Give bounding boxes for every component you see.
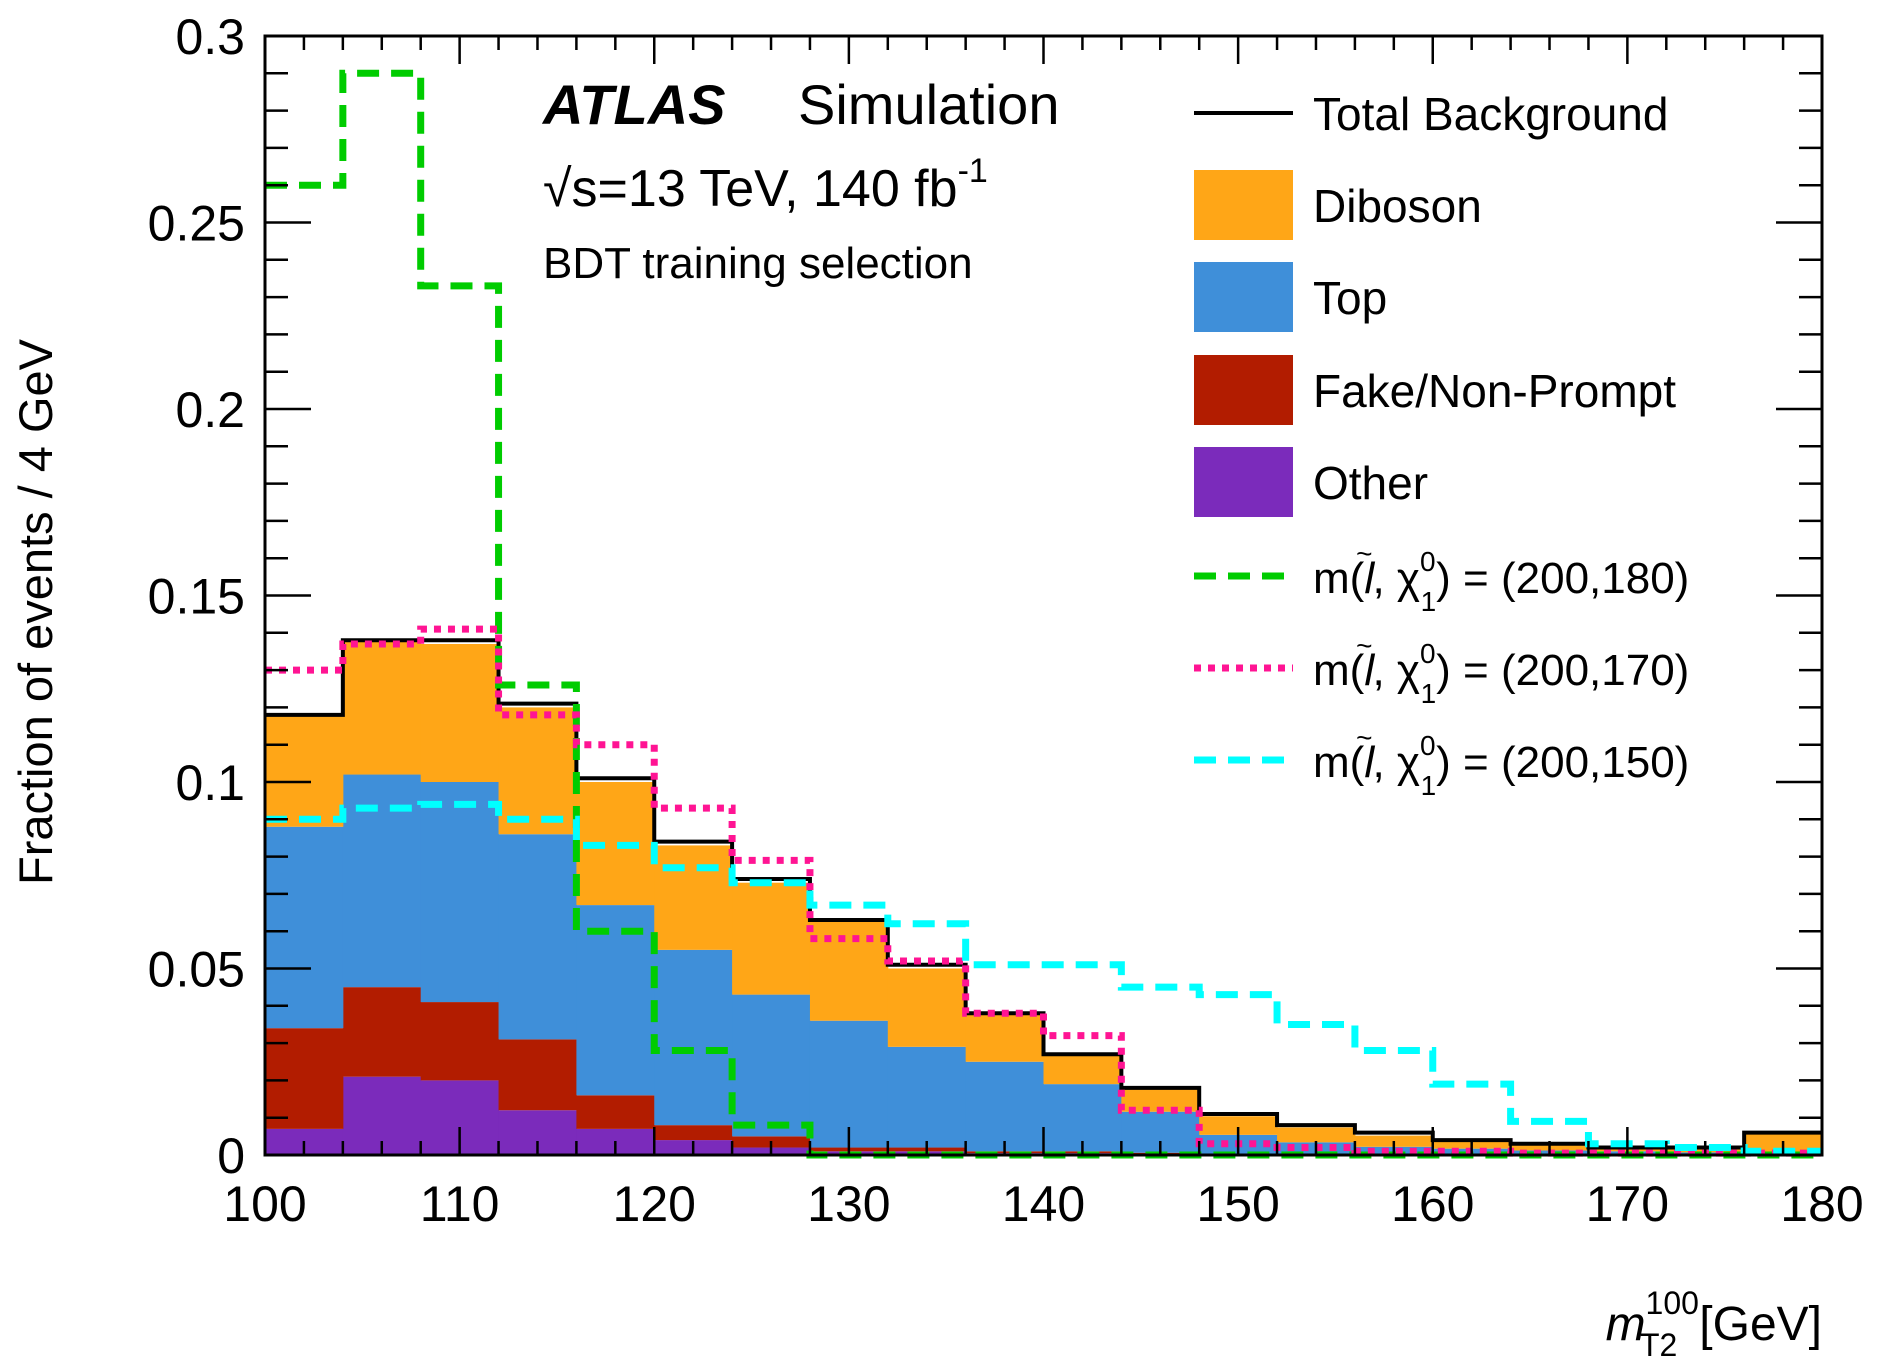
bar [420,643,500,782]
signal-path-2 [265,800,1822,1155]
bar [965,1061,1044,1152]
bar [965,1013,1044,1062]
energy-lumi: √s=13 TeV, 140 fb-1 [543,152,988,218]
x-axis-superscript: 100 [1646,1285,1699,1321]
bar [420,1002,500,1081]
y-tick-labels: 0 0.05 0.1 0.15 0.2 0.25 0.3 [148,9,245,1184]
legend-swatch-fake-non-prompt [1194,355,1293,425]
stack-top [265,774,1823,1155]
legend-swatch-top [1194,262,1293,332]
x-tick-label: 110 [420,1176,500,1232]
y-tick-label: 0.3 [175,9,245,65]
bar [498,834,577,1040]
legend-label-fake-non-prompt: Fake/Non-Prompt [1313,365,1676,417]
bar [654,1125,733,1141]
legend-label-signal-2: m(l~, χ0 1) = (200,150) [1313,722,1689,801]
bar [654,845,733,950]
y-tick-label: 0.1 [175,755,245,811]
x-tick-labels: 100 110 120 130 140 150 160 170 180 [223,1176,1863,1232]
bar [732,882,811,995]
x-axis-subscript: T2 [1640,1327,1677,1358]
legend-label-signal-1: m(l~, χ0 1) = (200,170) [1313,630,1689,709]
x-tick-label: 100 [223,1176,306,1232]
x-tick-label: 150 [1196,1176,1279,1232]
bar [265,826,344,1029]
bar [1277,1127,1356,1143]
bar [887,968,967,1047]
y-tick-label: 0.25 [148,196,245,252]
stack-diboson [265,640,1823,1153]
legend-swatch-other [1194,447,1293,517]
bar [342,987,422,1077]
bar [420,782,500,1003]
x-tick-label: 180 [1780,1176,1863,1232]
x-tick-label: 120 [613,1176,696,1232]
x-axis-unit: [GeV] [1699,1298,1822,1351]
y-tick-label: 0.15 [148,569,245,625]
bar [1199,1116,1278,1135]
bar [732,994,811,1137]
atlas-experiment: ATLAS [541,73,726,136]
legend-label-signal-0: m(l~, χ0 1) = (200,180) [1313,538,1689,617]
atlas-simulation: Simulation [798,73,1059,136]
x-tick-label: 140 [1002,1176,1085,1232]
bar [498,707,577,835]
bar [576,1095,655,1129]
y-tick-label: 0.2 [175,382,245,438]
x-axis-label: m100 T2 [GeV] [1606,1285,1822,1358]
x-tick-label: 170 [1586,1176,1669,1232]
bar [1043,1054,1122,1085]
bar [265,714,344,827]
y-tick-label: 0 [217,1128,245,1184]
atlas-label: ATLAS Simulation √s=13 TeV, 140 fb-1 BDT… [541,73,1059,288]
bar [1043,1084,1122,1152]
bar [654,949,733,1126]
stacked-histogram [265,640,1823,1155]
bar [809,920,889,1021]
x-tick-label: 160 [1391,1176,1474,1232]
bar [887,1046,967,1148]
y-tick-label: 0.05 [148,942,245,998]
legend-label-diboson: Diboson [1313,180,1482,232]
bar [342,640,422,775]
bar [576,905,655,1096]
legend: Total Background Diboson Top Fake/Non-Promp… [1194,88,1689,801]
bar [809,1020,889,1148]
y-axis-label: Fraction of events / 4 GeV [9,338,62,885]
x-tick-label: 130 [807,1176,890,1232]
legend-label-other: Other [1313,457,1428,509]
selection-label: BDT training selection [543,239,973,288]
legend-label-top: Top [1313,272,1387,324]
bar [265,1028,344,1129]
legend-label-total: Total Background [1313,88,1668,140]
bar [1121,1089,1200,1112]
bar [498,1039,577,1111]
axis-ticks [263,34,1824,1157]
x-axis-symbol: m [1606,1298,1646,1351]
legend-swatch-diboson [1194,170,1293,240]
